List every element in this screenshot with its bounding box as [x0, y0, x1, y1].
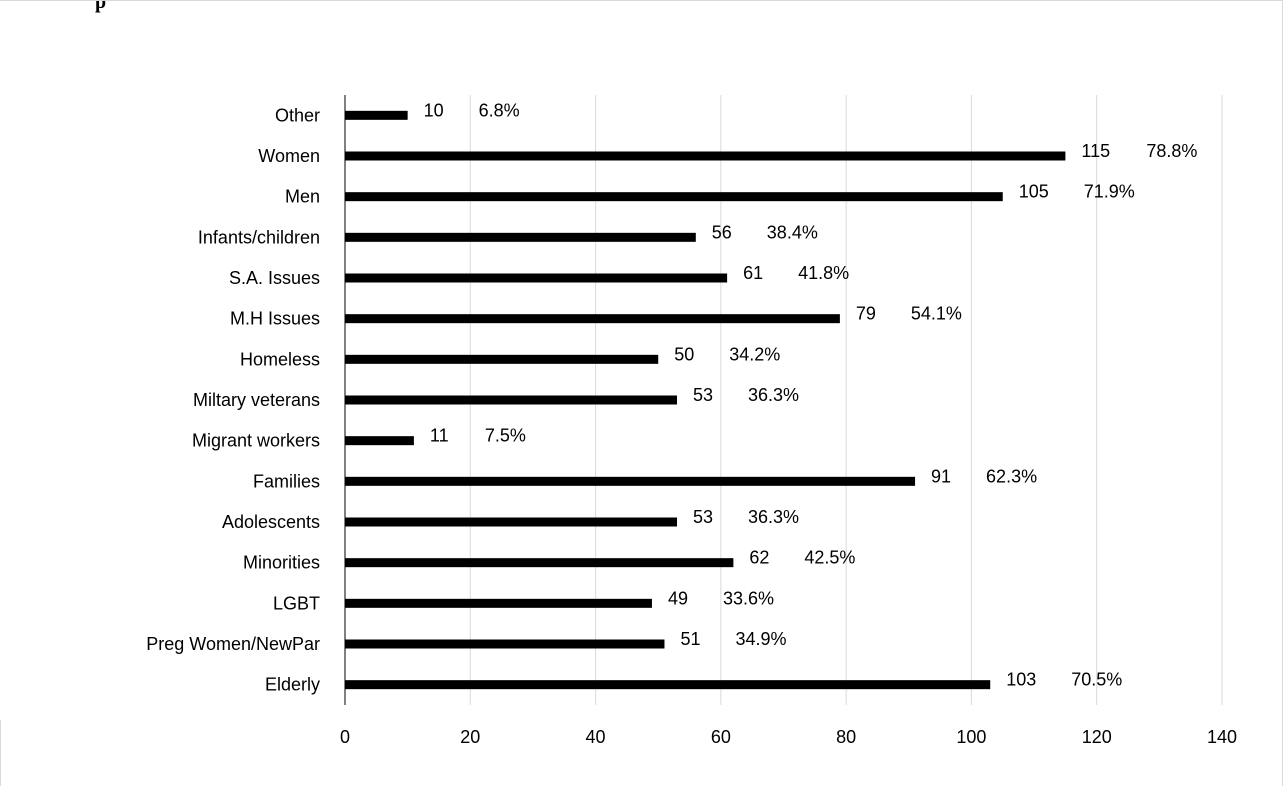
category-label: LGBT	[273, 593, 320, 613]
value-label: 50	[674, 344, 694, 364]
percent-label: 6.8%	[479, 100, 520, 120]
x-tick-label: 0	[340, 727, 350, 747]
value-label: 56	[712, 222, 732, 242]
percent-label: 42.5%	[804, 548, 855, 568]
bar-m-h-issues	[345, 314, 840, 324]
bar-families	[345, 476, 916, 486]
percent-label: 70.5%	[1071, 670, 1122, 690]
bar-elderly	[345, 680, 991, 690]
category-label: Other	[275, 105, 320, 125]
value-label: 53	[693, 385, 713, 405]
percent-label: 36.3%	[748, 507, 799, 527]
bar-homeless	[345, 354, 659, 364]
bar-women	[345, 151, 1066, 161]
category-label: Infants/children	[198, 227, 320, 247]
bar-preg-women-newpar	[345, 639, 665, 649]
category-label: Homeless	[240, 349, 320, 369]
percent-label: 7.5%	[485, 426, 526, 446]
bar-miltary-veterans	[345, 395, 678, 405]
value-label: 53	[693, 507, 713, 527]
bar-infants-children	[345, 232, 696, 242]
cropped-title-fragment: p	[95, 0, 106, 13]
category-label: Adolescents	[222, 512, 320, 532]
category-label: Minorities	[243, 553, 320, 573]
category-label: Miltary veterans	[193, 390, 320, 410]
bar-adolescents	[345, 517, 678, 527]
percent-label: 41.8%	[798, 263, 849, 283]
value-label: 105	[1019, 182, 1049, 202]
value-label: 62	[749, 548, 769, 568]
x-tick-label: 20	[460, 727, 480, 747]
bar-migrant-workers	[345, 436, 414, 446]
bar-other	[345, 110, 408, 120]
category-label: Men	[285, 187, 320, 207]
percent-label: 36.3%	[748, 385, 799, 405]
percent-label: 71.9%	[1084, 182, 1135, 202]
category-label: Migrant workers	[192, 431, 320, 451]
bar-s-a-issues	[345, 273, 728, 283]
category-label: Elderly	[265, 675, 320, 695]
percent-label: 34.9%	[735, 629, 786, 649]
value-label: 103	[1006, 670, 1036, 690]
value-label: 115	[1081, 141, 1110, 161]
category-label: Families	[253, 471, 320, 491]
x-tick-label: 140	[1207, 727, 1237, 747]
category-label: S.A. Issues	[229, 268, 320, 288]
bar-men	[345, 192, 1003, 202]
category-label: M.H Issues	[230, 309, 320, 329]
bar-lgbt	[345, 598, 652, 608]
percent-label: 62.3%	[986, 466, 1037, 486]
percent-label: 34.2%	[729, 344, 780, 364]
percent-label: 38.4%	[767, 222, 818, 242]
value-label: 11	[430, 426, 449, 446]
percent-label: 78.8%	[1146, 141, 1197, 161]
category-label: Women	[258, 146, 320, 166]
value-label: 49	[668, 588, 688, 608]
plot-area: 0 20 40 60 80 100 120 140 Other 10 6.8% Women 115 78.…	[146, 95, 1237, 747]
x-tick-label: 60	[711, 727, 731, 747]
value-label: 10	[424, 100, 444, 120]
bar-minorities	[345, 558, 734, 568]
value-label: 51	[680, 629, 700, 649]
category-label: Preg Women/NewPar	[146, 634, 320, 654]
value-label: 61	[743, 263, 763, 283]
percent-label: 54.1%	[911, 304, 962, 324]
x-tick-label: 40	[586, 727, 606, 747]
x-tick-label: 120	[1082, 727, 1112, 747]
x-tick-label: 80	[836, 727, 856, 747]
value-label: 79	[856, 304, 876, 324]
value-label: 91	[931, 466, 951, 486]
x-tick-label: 100	[956, 727, 986, 747]
percent-label: 33.6%	[723, 588, 774, 608]
